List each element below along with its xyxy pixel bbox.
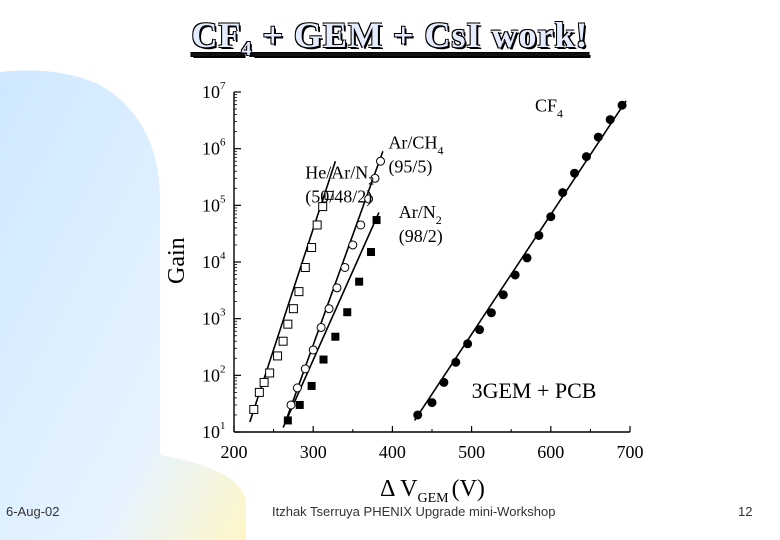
x-tick-label: 200 <box>221 442 248 462</box>
x-tick-label: 500 <box>458 442 485 462</box>
x-tick-label: 600 <box>537 442 564 462</box>
title-subscript: 4 <box>241 38 253 60</box>
series-annotation-line2: (98/2) <box>399 226 443 247</box>
data-point-filled-circle <box>427 398 437 408</box>
data-point-filled-square <box>295 400 304 409</box>
data-point-filled-circle <box>498 290 508 300</box>
series-annotation-line2: (50/48/2) <box>305 186 372 207</box>
y-tick-label: 105 <box>202 193 226 215</box>
data-point-open-square <box>283 319 293 329</box>
y-tick-label: 104 <box>202 250 226 272</box>
background-panel-shape <box>0 70 246 540</box>
data-point-open-circle <box>340 262 350 272</box>
data-point-filled-circle <box>593 132 603 142</box>
data-point-open-square <box>300 262 310 272</box>
data-point-filled-circle <box>570 168 580 178</box>
footer-date: 6-Aug-02 <box>6 504 60 519</box>
data-point-open-circle <box>286 400 296 410</box>
data-point-filled-circle <box>510 270 520 280</box>
data-point-filled-circle <box>413 410 423 420</box>
series-annotation: CF4 <box>535 96 563 121</box>
data-point-open-square <box>312 220 322 230</box>
data-point-filled-square <box>372 216 381 225</box>
x-axis-label-delta: Δ V <box>380 476 418 502</box>
y-tick-label: 102 <box>202 363 226 385</box>
data-point-filled-circle <box>534 230 544 240</box>
data-point-filled-square <box>355 277 364 286</box>
data-point-open-square <box>324 190 334 200</box>
x-tick-label: 400 <box>379 442 406 462</box>
data-point-filled-circle <box>451 357 461 367</box>
data-point-filled-circle <box>581 152 591 162</box>
data-point-open-circle <box>332 283 342 293</box>
data-point-filled-circle <box>439 377 449 387</box>
series-annotation: He/Ar/N2 <box>305 162 374 187</box>
data-point-filled-circle <box>617 100 627 110</box>
data-point-open-circle <box>300 364 310 374</box>
data-point-open-square <box>278 336 288 346</box>
data-point-open-circle <box>364 194 374 204</box>
title-rest: + GEM + CsI work! <box>252 15 589 55</box>
data-point-open-square <box>318 202 328 212</box>
data-point-filled-circle <box>546 212 556 222</box>
data-point-open-square <box>288 304 298 314</box>
data-point-open-square <box>273 351 283 361</box>
data-point-filled-square <box>331 332 340 341</box>
data-point-open-square <box>307 243 317 253</box>
data-point-filled-square <box>307 381 316 390</box>
y-axis-label: Gain <box>164 237 190 284</box>
data-point-open-circle <box>376 156 386 166</box>
data-point-filled-square <box>367 248 376 257</box>
annotations-group: He/Ar/N2(50/48/2) Ar/CH4(95/5) Ar/N2(98/2)… <box>305 96 596 403</box>
data-point-filled-circle <box>605 115 615 125</box>
x-axis-label: Δ VGEM (V) <box>380 476 485 506</box>
axis-ticks-group: 200 300 400 500 600 700 101 102 103 104 105 106 107 <box>202 80 644 462</box>
data-point-filled-circle <box>475 325 485 335</box>
data-point-filled-circle <box>522 253 532 263</box>
series-annotation: Ar/CH4 <box>388 133 443 158</box>
data-point-open-square <box>294 287 304 297</box>
slide-title: CF4 + GEM + CsI work! <box>0 14 780 61</box>
data-point-open-circle <box>292 383 302 393</box>
data-point-filled-square <box>283 416 292 425</box>
y-tick-label: 106 <box>202 137 226 159</box>
title-main: CF <box>191 15 242 55</box>
data-point-filled-circle <box>558 188 568 198</box>
y-tick-label: 101 <box>202 420 226 442</box>
footer-credit: Itzhak Tserruya PHENIX Upgrade mini-Work… <box>272 504 556 519</box>
data-point-open-circle <box>370 173 380 183</box>
plot-area <box>234 92 630 432</box>
data-point-open-circle <box>316 322 326 332</box>
data-point-filled-circle <box>486 308 496 318</box>
footer-page-number: 12 <box>738 504 753 519</box>
data-point-open-square <box>259 377 269 387</box>
y-tick-label: 103 <box>202 307 226 329</box>
data-point-open-square <box>249 404 259 414</box>
data-point-open-circle <box>348 240 358 250</box>
data-point-open-circle <box>308 345 318 355</box>
x-tick-label: 300 <box>300 442 327 462</box>
data-point-open-circle <box>324 304 334 314</box>
x-axis-label-sub: GEM <box>417 491 449 506</box>
data-point-filled-square <box>319 355 328 364</box>
series-annotation-line2: (95/5) <box>388 157 432 178</box>
x-axis-label-unit: (V) <box>452 476 485 502</box>
data-point-open-square <box>254 387 264 397</box>
fit-line <box>413 100 627 421</box>
data-point-filled-circle <box>463 339 473 349</box>
data-point-open-circle <box>356 220 366 230</box>
series-annotation: Ar/N2 <box>399 202 442 227</box>
series-annotation: 3GEM + PCB <box>472 378 597 403</box>
data-point-open-square <box>265 368 275 378</box>
y-tick-label: 107 <box>202 80 226 102</box>
data-point-filled-square <box>343 308 352 317</box>
x-tick-label: 700 <box>617 442 644 462</box>
data-points-group <box>249 100 627 425</box>
